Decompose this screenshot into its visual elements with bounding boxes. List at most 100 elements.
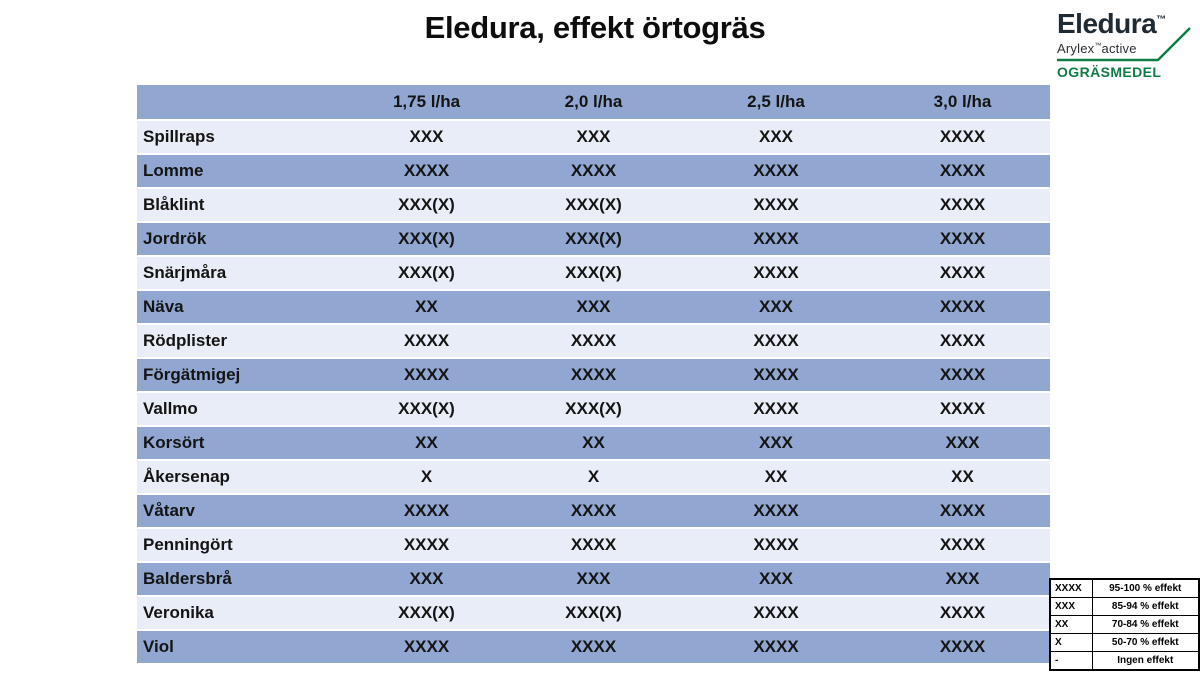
row-label: Jordrök xyxy=(137,223,343,255)
legend-symbol: XX xyxy=(1049,615,1093,634)
effect-cell: XXXX xyxy=(875,189,1050,221)
efficacy-table-body: Spillraps XXX XXX XXX XXXX Lomme XXXX XXXX XXXX X… xyxy=(137,121,1050,663)
table-row: Blåklint XXX(X) XXX(X) XXXX XXXX xyxy=(137,189,1050,221)
table-row: Baldersbrå XXX XXX XXX XXX xyxy=(137,563,1050,595)
effect-cell: X xyxy=(510,461,677,493)
legend-row: XXX 85-94 % effekt xyxy=(1049,597,1200,616)
effect-cell: XXXX xyxy=(875,631,1050,663)
row-label: Spillraps xyxy=(137,121,343,153)
effect-cell: XXXX xyxy=(677,631,875,663)
header-row: 1,75 l/ha 2,0 l/ha 2,5 l/ha 3,0 l/ha xyxy=(137,85,1050,119)
table-row: Korsört XX XX XXX XXX xyxy=(137,427,1050,459)
effect-cell: XXXX xyxy=(875,495,1050,527)
row-label: Våtarv xyxy=(137,495,343,527)
effect-cell: XXX xyxy=(343,563,510,595)
legend-symbol: XXX xyxy=(1049,597,1093,616)
effect-cell: XXXX xyxy=(677,155,875,187)
legend-symbol: - xyxy=(1049,651,1093,671)
legend-label: 50-70 % effekt xyxy=(1091,633,1200,652)
legend-row: - Ingen effekt xyxy=(1049,651,1200,671)
effect-cell: XXXX xyxy=(677,325,875,357)
effect-cell: XXXX xyxy=(510,631,677,663)
effect-cell: XXXX xyxy=(510,495,677,527)
legend-row: XXXX 95-100 % effekt xyxy=(1049,578,1200,598)
effect-cell: XXXX xyxy=(677,189,875,221)
effect-cell: XXX xyxy=(677,291,875,323)
legend-label: 70-84 % effekt xyxy=(1091,615,1200,634)
effect-cell: XXX(X) xyxy=(343,393,510,425)
effect-cell: XXX xyxy=(677,427,875,459)
row-label: Rödplister xyxy=(137,325,343,357)
legend-row: XX 70-84 % effekt xyxy=(1049,615,1200,634)
brand-logo-text: Eledura xyxy=(1057,8,1157,39)
effect-cell: XX xyxy=(677,461,875,493)
row-label: Näva xyxy=(137,291,343,323)
row-label: Åkersenap xyxy=(137,461,343,493)
legend-symbol: XXXX xyxy=(1049,578,1093,598)
effect-cell: XXXX xyxy=(343,155,510,187)
table-row: Spillraps XXX XXX XXX XXXX xyxy=(137,121,1050,153)
effect-cell: XXX xyxy=(875,427,1050,459)
column-header: 3,0 l/ha xyxy=(875,85,1050,119)
effect-cell: XX xyxy=(875,461,1050,493)
row-label: Baldersbrå xyxy=(137,563,343,595)
effect-cell: XXXX xyxy=(677,393,875,425)
table-row: Näva XX XXX XXX XXXX xyxy=(137,291,1050,323)
legend-label: 85-94 % effekt xyxy=(1091,597,1200,616)
table-row: Snärjmåra XXX(X) XXX(X) XXXX XXXX xyxy=(137,257,1050,289)
effect-cell: XXXX xyxy=(510,325,677,357)
effect-cell: XXX xyxy=(677,121,875,153)
row-label: Lomme xyxy=(137,155,343,187)
effect-cell: XXXX xyxy=(875,155,1050,187)
effect-cell: XXXX xyxy=(875,325,1050,357)
table-row: Vallmo XXX(X) XXX(X) XXXX XXXX xyxy=(137,393,1050,425)
effect-cell: XXXX xyxy=(875,291,1050,323)
effect-cell: XXX(X) xyxy=(510,597,677,629)
effect-cell: XXXX xyxy=(343,359,510,391)
brand-swoosh-icon xyxy=(1057,27,1191,62)
table-row: Viol XXXX XXXX XXXX XXXX xyxy=(137,631,1050,663)
effect-cell: XXX(X) xyxy=(343,189,510,221)
table-row: Veronika XXX(X) XXX(X) XXXX XXXX xyxy=(137,597,1050,629)
brand-subtitle: Arylex™active xyxy=(1057,41,1137,56)
column-header xyxy=(137,85,343,119)
row-label: Vallmo xyxy=(137,393,343,425)
efficacy-table: 1,75 l/ha 2,0 l/ha 2,5 l/ha 3,0 l/ha Spillr… xyxy=(137,83,1050,665)
table-row: Rödplister XXXX XXXX XXXX XXXX xyxy=(137,325,1050,357)
effect-cell: XXXX xyxy=(677,223,875,255)
column-header: 1,75 l/ha xyxy=(343,85,510,119)
effect-cell: XXX(X) xyxy=(343,597,510,629)
table-row: Förgätmigej XXXX XXXX XXXX XXXX xyxy=(137,359,1050,391)
effect-cell: XX xyxy=(510,427,677,459)
effect-cell: XXX xyxy=(875,563,1050,595)
efficacy-table-header: 1,75 l/ha 2,0 l/ha 2,5 l/ha 3,0 l/ha xyxy=(137,85,1050,119)
effect-cell: XXXX xyxy=(875,359,1050,391)
subbrand-suffix: active xyxy=(1101,41,1137,56)
effect-cell: XXX xyxy=(510,121,677,153)
effect-cell: XXXX xyxy=(677,359,875,391)
trademark-symbol: ™ xyxy=(1156,14,1166,26)
effect-cell: XXXX xyxy=(677,529,875,561)
row-label: Blåklint xyxy=(137,189,343,221)
effect-cell: XXX(X) xyxy=(510,189,677,221)
row-label: Förgätmigej xyxy=(137,359,343,391)
table-row: Jordrök XXX(X) XXX(X) XXXX XXXX xyxy=(137,223,1050,255)
effect-cell: XXXX xyxy=(875,529,1050,561)
effect-cell: XXXX xyxy=(677,597,875,629)
table-row: Lomme XXXX XXXX XXXX XXXX xyxy=(137,155,1050,187)
effect-cell: XXX xyxy=(510,563,677,595)
legend-label: Ingen effekt xyxy=(1091,651,1200,671)
effect-cell: XXXX xyxy=(343,495,510,527)
table-row: Våtarv XXXX XXXX XXXX XXXX xyxy=(137,495,1050,527)
row-label: Penningört xyxy=(137,529,343,561)
effect-cell: XXXX xyxy=(875,257,1050,289)
table-row: Penningört XXXX XXXX XXXX XXXX xyxy=(137,529,1050,561)
row-label: Korsört xyxy=(137,427,343,459)
effect-cell: X xyxy=(343,461,510,493)
row-label: Viol xyxy=(137,631,343,663)
effect-cell: XXXX xyxy=(510,529,677,561)
row-label: Snärjmåra xyxy=(137,257,343,289)
subbrand-text: Arylex xyxy=(1057,41,1095,56)
page-title: Eledura, effekt örtogräs xyxy=(424,10,766,45)
